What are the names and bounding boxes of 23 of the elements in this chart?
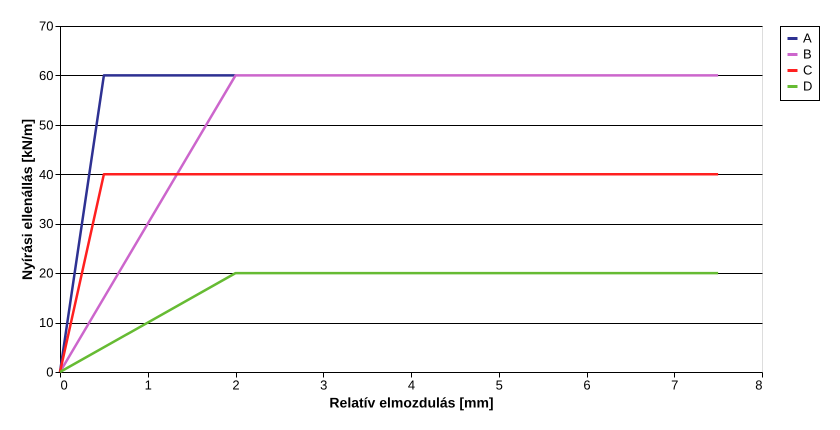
x-tick-label: 1: [144, 378, 152, 392]
y-tick-label: 20: [39, 266, 54, 281]
x-tick-label: 6: [583, 378, 591, 392]
y-tick-label: 70: [39, 18, 54, 34]
legend-label: A: [803, 30, 812, 46]
x-tick-label: 7: [671, 378, 678, 392]
x-tick-label: 5: [496, 378, 503, 392]
x-tick-label: 3: [320, 378, 328, 392]
x-tick-label: 0: [60, 378, 68, 392]
y-axis-title: Nyírási ellenállás [kN/m]: [19, 118, 36, 280]
legend-label: D: [803, 78, 812, 94]
y-tick-label: 40: [39, 166, 54, 182]
y-tick-label: 0: [46, 364, 54, 380]
y-tick-label: 10: [39, 315, 54, 330]
y-tick-label: 50: [39, 117, 54, 132]
x-axis-title: Relatív elmozdulás [mm]: [329, 394, 494, 410]
x-tick-label: 8: [755, 378, 762, 392]
y-tick-label: 30: [39, 216, 54, 232]
legend-label: B: [803, 46, 812, 62]
y-tick-label: 60: [39, 68, 54, 83]
legend-label: C: [803, 62, 812, 78]
x-tick-label: 2: [232, 378, 240, 392]
x-tick-label: 4: [408, 378, 416, 392]
